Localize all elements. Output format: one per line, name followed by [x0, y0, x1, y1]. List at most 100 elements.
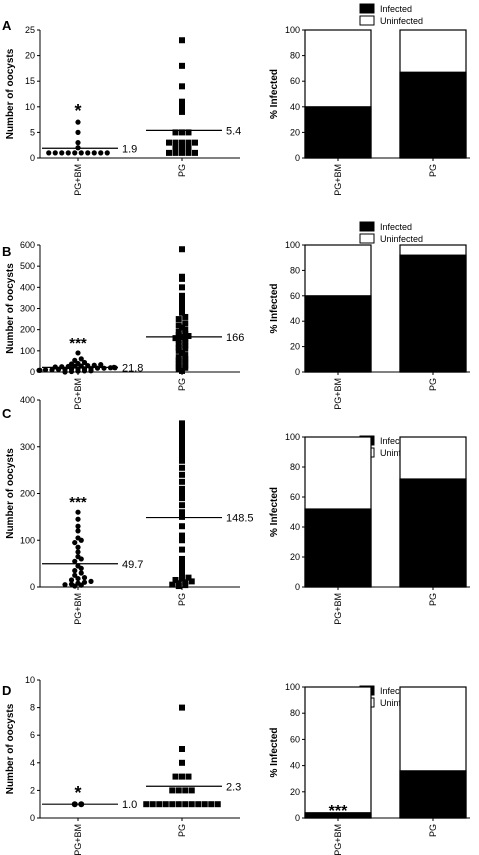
data-point: [65, 150, 71, 156]
data-point: [179, 555, 185, 562]
data-point: [172, 773, 179, 780]
data-point: [179, 83, 185, 90]
data-point: [172, 144, 179, 151]
y-tick-label: 0: [295, 582, 300, 592]
data-point: [182, 336, 189, 343]
y-tick-label: 0: [30, 367, 35, 377]
x-tick-label: PG+BM: [333, 164, 343, 196]
y-tick-label: 100: [285, 240, 300, 250]
data-point: [179, 103, 185, 110]
x-tick-label: PG: [177, 593, 187, 606]
y-tick-label: 10: [25, 675, 35, 685]
data-point: [75, 528, 81, 534]
data-point: [62, 582, 68, 588]
data-point: [68, 361, 75, 367]
y-tick-label: 6: [30, 730, 35, 740]
data-point: [179, 129, 185, 136]
significance-marker: ***: [329, 803, 348, 820]
data-point: [179, 149, 185, 156]
data-point: [179, 704, 185, 711]
y-tick-label: 0: [30, 813, 35, 823]
data-point: [175, 341, 182, 348]
data-point: [185, 773, 192, 780]
data-point: [172, 129, 179, 136]
data-point: [52, 150, 58, 156]
data-point: [172, 149, 179, 156]
bar-infected: [399, 254, 467, 373]
data-point: [75, 554, 81, 560]
y-tick-label: 2: [30, 785, 35, 795]
data-point: [182, 356, 189, 363]
x-tick-label: PG: [177, 824, 187, 837]
data-point: [149, 801, 156, 808]
legend-label-uninfected: Uninfected: [380, 16, 423, 26]
data-point: [175, 580, 182, 587]
data-point: [179, 37, 185, 44]
y-tick-label: 4: [30, 758, 35, 768]
data-point: [175, 316, 182, 323]
significance-marker: ***: [329, 301, 348, 318]
y-axis-label: Number of oocysts: [5, 703, 16, 794]
data-point: [192, 149, 198, 156]
data-point: [179, 565, 185, 572]
data-point: [175, 328, 182, 335]
data-point: [179, 139, 185, 146]
data-point: [179, 429, 185, 436]
data-point: [179, 108, 185, 115]
scatter-panel-D: D 0 2 4 6 8 10 Number of oocysts PG+BM 1.0 * PG 2.3: [2, 675, 241, 855]
data-point: [179, 305, 185, 312]
y-tick-label: 40: [290, 522, 300, 532]
x-tick-label: PG+BM: [333, 378, 343, 410]
data-point: [75, 549, 81, 555]
y-tick-label: 600: [20, 240, 35, 250]
y-tick-label: 100: [285, 432, 300, 442]
y-tick-label: 80: [290, 708, 300, 718]
mean-label: 49.7: [122, 559, 143, 571]
y-tick-label: 400: [20, 282, 35, 292]
panel-letter: C: [2, 406, 12, 421]
significance-marker: ***: [69, 335, 87, 352]
data-point: [179, 478, 185, 485]
data-point: [179, 425, 185, 432]
y-axis-label: % Infected: [269, 727, 280, 777]
data-point: [75, 360, 81, 367]
x-tick-label: PG+BM: [73, 824, 83, 855]
data-point: [88, 578, 94, 584]
data-point: [179, 284, 185, 291]
data-point: [179, 439, 185, 446]
data-point: [75, 575, 81, 582]
data-point: [182, 339, 189, 346]
y-tick-label: 25: [25, 25, 35, 35]
data-point: [81, 575, 88, 581]
data-point: [195, 801, 202, 808]
data-point: [75, 580, 81, 586]
data-point: [36, 367, 42, 373]
data-point: [182, 362, 189, 369]
y-tick-label: 15: [25, 76, 35, 86]
data-point: [185, 139, 192, 146]
data-point: [185, 129, 192, 136]
data-point: [169, 787, 176, 794]
data-point: [182, 787, 189, 794]
data-point: [179, 309, 185, 316]
data-point: [143, 801, 150, 808]
y-tick-label: 200: [20, 325, 35, 335]
data-point: [179, 453, 185, 460]
x-tick-label: PG: [428, 378, 438, 391]
data-point: [169, 581, 176, 588]
legend-label-infected: Infected: [380, 4, 412, 14]
y-tick-label: 60: [290, 76, 300, 86]
y-tick-label: 0: [295, 367, 300, 377]
data-point: [179, 502, 185, 509]
data-point: [179, 62, 185, 69]
data-point: [179, 495, 185, 502]
data-point: [179, 273, 185, 280]
data-point: [104, 150, 110, 156]
data-point: [75, 516, 81, 522]
y-tick-label: 300: [20, 304, 35, 314]
significance-marker: *: [334, 512, 342, 534]
y-tick-label: 8: [30, 703, 35, 713]
y-tick-label: 5: [30, 127, 35, 137]
data-point: [75, 119, 81, 125]
data-point: [179, 759, 185, 766]
